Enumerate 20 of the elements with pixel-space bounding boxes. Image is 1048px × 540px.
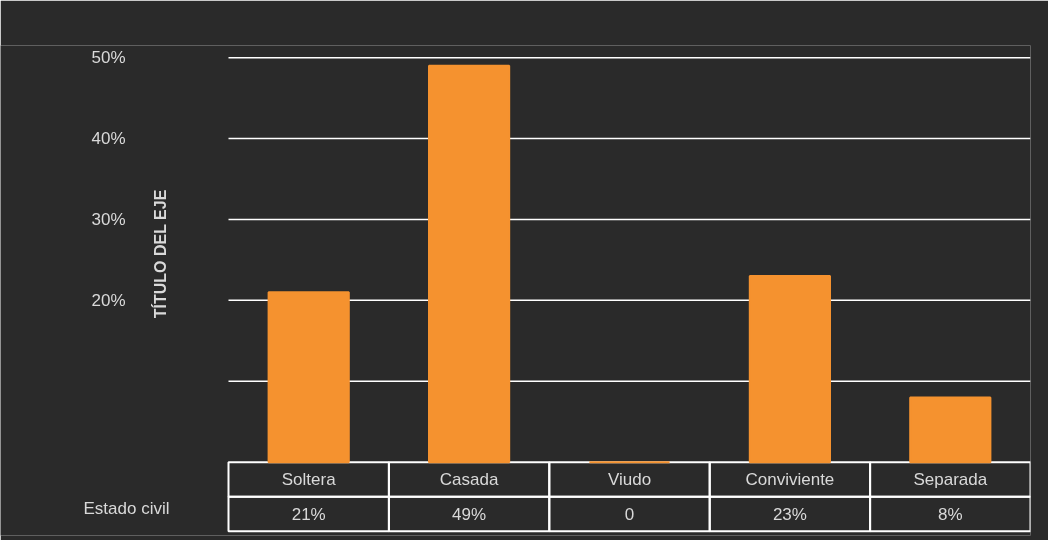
x-tick-label: Conviviente <box>745 469 835 489</box>
data-label: 0 <box>624 505 635 525</box>
x-tick-label: Separada <box>913 469 988 489</box>
data-label: 8% <box>938 504 963 524</box>
bar <box>748 275 831 464</box>
y-tick-label: 40% <box>91 129 126 149</box>
bar <box>267 291 350 464</box>
bar <box>428 64 511 464</box>
x-tick-label: Soltera <box>281 469 337 489</box>
y-axis-title: TÍTULO DEL EJE <box>151 189 169 319</box>
y-tick-label: 30% <box>91 209 126 229</box>
y-tick-label: 20% <box>91 290 126 310</box>
y-tick-label: 50% <box>91 48 126 68</box>
data-label: 23% <box>772 504 807 524</box>
bar <box>909 396 992 464</box>
x-tick-label: Viudo <box>607 469 652 489</box>
text: Estado civil <box>83 499 170 519</box>
x-tick-label: Casada <box>439 469 499 489</box>
data-label: 49% <box>452 504 487 524</box>
data-label: 21% <box>291 504 326 524</box>
